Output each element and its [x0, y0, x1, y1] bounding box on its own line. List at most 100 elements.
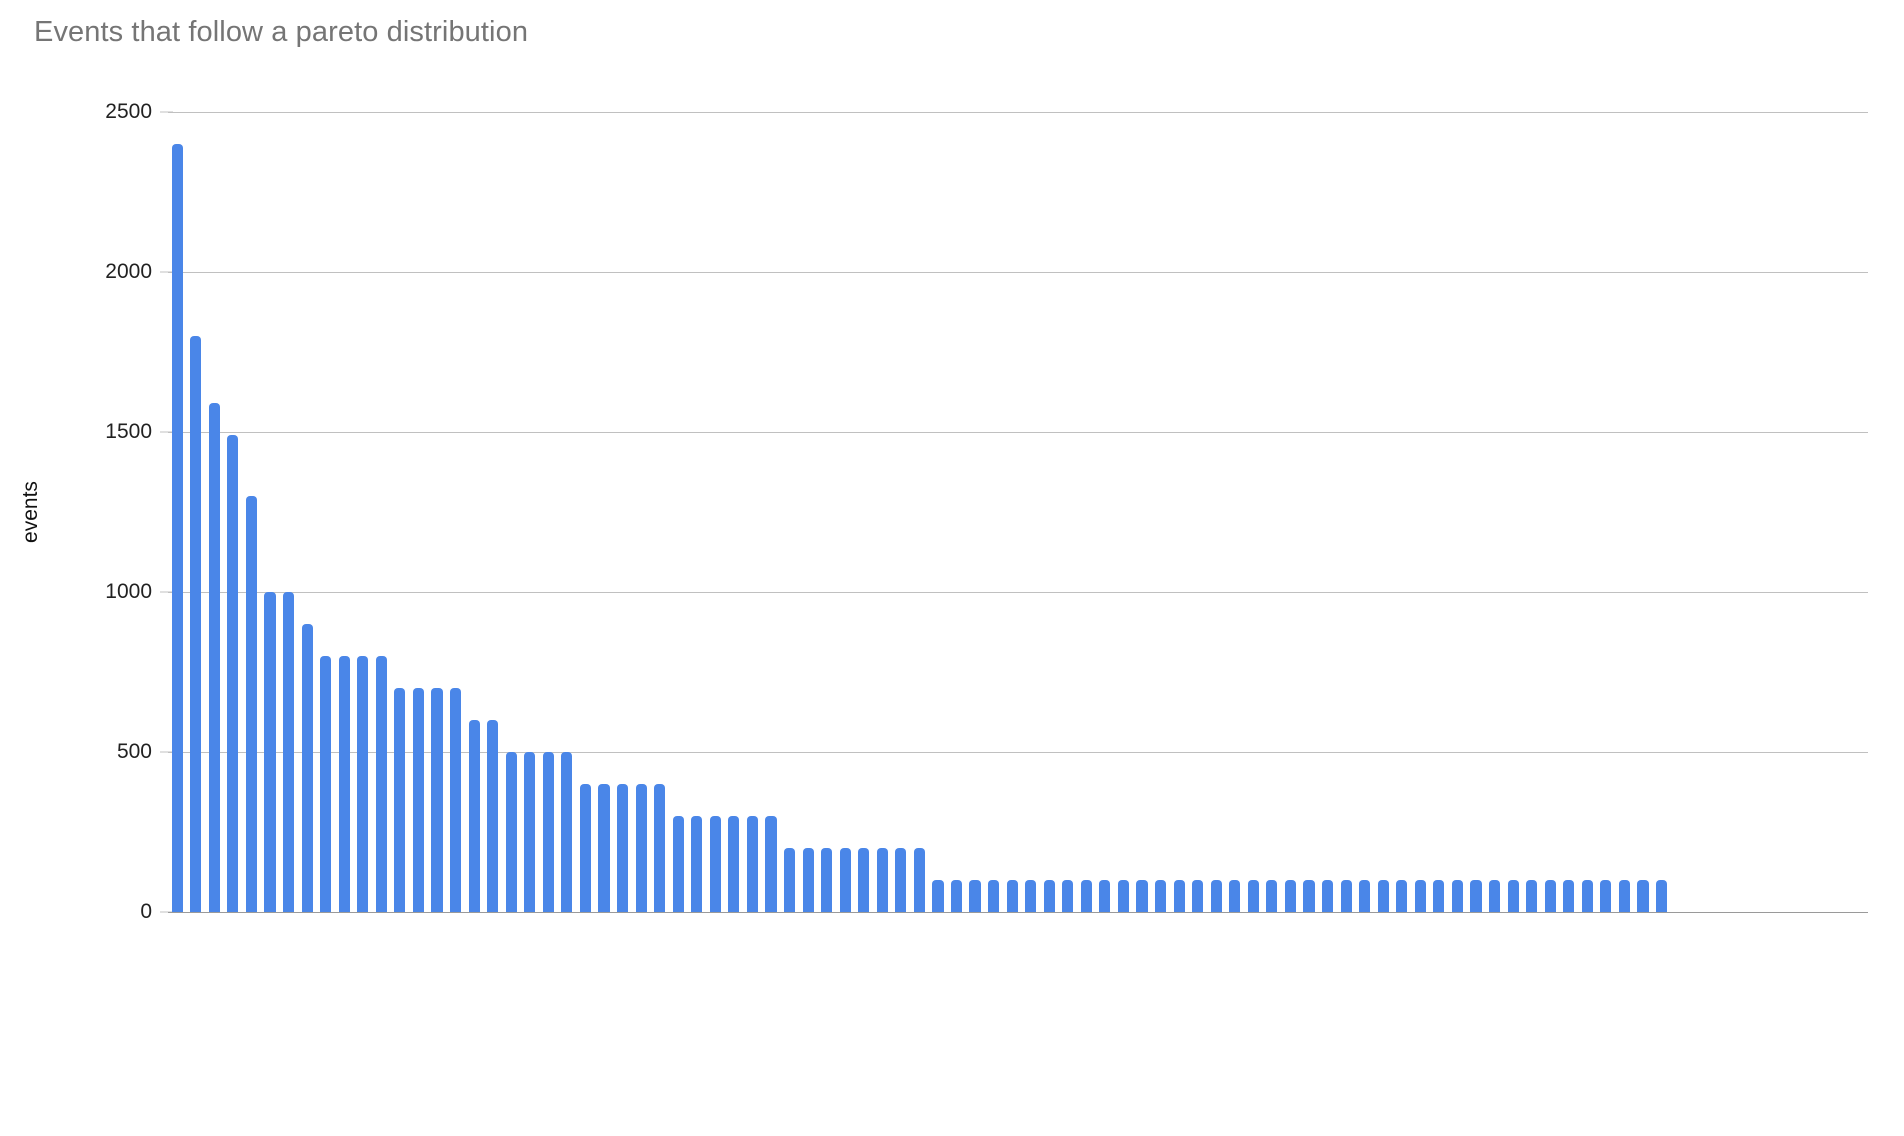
bar[interactable] [524, 752, 536, 912]
bar[interactable] [1600, 880, 1612, 912]
bar[interactable] [487, 720, 499, 912]
bar[interactable] [1303, 880, 1315, 912]
bar[interactable] [598, 784, 610, 912]
bar[interactable] [765, 816, 777, 912]
y-tick-label: 2500 [105, 100, 152, 123]
bar[interactable] [264, 592, 276, 912]
bar[interactable] [950, 880, 963, 912]
bar[interactable] [932, 880, 944, 912]
bar[interactable] [1247, 880, 1259, 912]
bar[interactable] [171, 144, 183, 912]
bar[interactable] [1655, 880, 1668, 912]
bar[interactable] [1359, 880, 1371, 912]
bar[interactable] [431, 688, 443, 912]
bar[interactable] [858, 848, 870, 912]
bar[interactable] [579, 784, 591, 912]
bar[interactable] [468, 720, 480, 912]
bar[interactable] [839, 848, 851, 912]
bar[interactable] [728, 816, 740, 912]
bar[interactable] [913, 848, 925, 912]
bar[interactable] [1451, 880, 1463, 912]
bar[interactable] [412, 688, 425, 912]
bar[interactable] [821, 848, 833, 912]
bar[interactable] [1322, 880, 1334, 912]
bar[interactable] [394, 688, 406, 912]
bar[interactable] [1544, 880, 1556, 912]
bar[interactable] [1210, 880, 1222, 912]
bar[interactable] [1284, 880, 1297, 912]
bar[interactable] [1414, 880, 1426, 912]
chart-title: Events that follow a pareto distribution [34, 16, 529, 48]
bar[interactable] [1080, 880, 1092, 912]
y-axis-title: events [16, 112, 46, 912]
y-tick-mark [160, 911, 173, 913]
bar[interactable] [1006, 880, 1018, 912]
y-tick-label: 1500 [105, 420, 152, 443]
bar[interactable] [338, 656, 350, 912]
bar[interactable] [1099, 880, 1111, 912]
bar[interactable] [1117, 880, 1130, 912]
bar[interactable] [320, 656, 332, 912]
bar[interactable] [1043, 880, 1055, 912]
bar[interactable] [1526, 880, 1538, 912]
bar[interactable] [1340, 880, 1352, 912]
bar[interactable] [283, 592, 295, 912]
gridline [168, 272, 1868, 273]
y-tick-mark [160, 271, 173, 273]
bar[interactable] [1062, 880, 1074, 912]
bar[interactable] [709, 816, 721, 912]
bar[interactable] [1581, 880, 1593, 912]
bar[interactable] [746, 816, 758, 912]
bar[interactable] [988, 880, 1000, 912]
y-tick-mark [160, 111, 173, 113]
bar[interactable] [1470, 880, 1482, 912]
bar[interactable] [783, 848, 796, 912]
bar[interactable] [505, 752, 517, 912]
y-axis-tick-labels: 2500 2000 1500 1000 500 0 [60, 100, 173, 923]
bar[interactable] [1025, 880, 1037, 912]
bar[interactable] [1155, 880, 1167, 912]
y-tick-mark [160, 591, 173, 593]
bar[interactable] [1396, 880, 1408, 912]
bar[interactable] [802, 848, 814, 912]
gridline [168, 592, 1868, 593]
bar[interactable] [1229, 880, 1241, 912]
bar[interactable] [1266, 880, 1278, 912]
bar[interactable] [876, 848, 888, 912]
y-tick-label: 2000 [105, 260, 152, 283]
bar[interactable] [227, 435, 239, 912]
bar[interactable] [635, 784, 647, 912]
bar[interactable] [561, 752, 573, 912]
bar[interactable] [616, 784, 629, 912]
bar[interactable] [1563, 880, 1575, 912]
bar[interactable] [969, 880, 981, 912]
bar[interactable] [357, 656, 369, 912]
bar[interactable] [1488, 880, 1501, 912]
bar[interactable] [1377, 880, 1389, 912]
bar[interactable] [190, 336, 202, 912]
bar[interactable] [1433, 880, 1445, 912]
bar[interactable] [301, 624, 313, 912]
y-tick-mark [160, 431, 173, 433]
bar[interactable] [654, 784, 666, 912]
bar[interactable] [450, 688, 462, 912]
y-tick-label: 0 [140, 900, 152, 923]
y-tick-label: 500 [116, 740, 152, 763]
bar[interactable] [1637, 880, 1649, 912]
bar[interactable] [691, 816, 703, 912]
bar[interactable] [1136, 880, 1148, 912]
bar[interactable] [895, 848, 907, 912]
bar[interactable] [1507, 880, 1519, 912]
bar[interactable] [1192, 880, 1204, 912]
bar[interactable] [1618, 880, 1630, 912]
bar[interactable] [375, 656, 387, 912]
bar[interactable] [208, 403, 220, 912]
bar[interactable] [245, 496, 258, 912]
bar[interactable] [1173, 880, 1185, 912]
axis-baseline [168, 912, 1868, 913]
bar[interactable] [542, 752, 554, 912]
bar[interactable] [672, 816, 684, 912]
y-tick-mark [160, 751, 173, 753]
bars-series [168, 112, 1868, 912]
